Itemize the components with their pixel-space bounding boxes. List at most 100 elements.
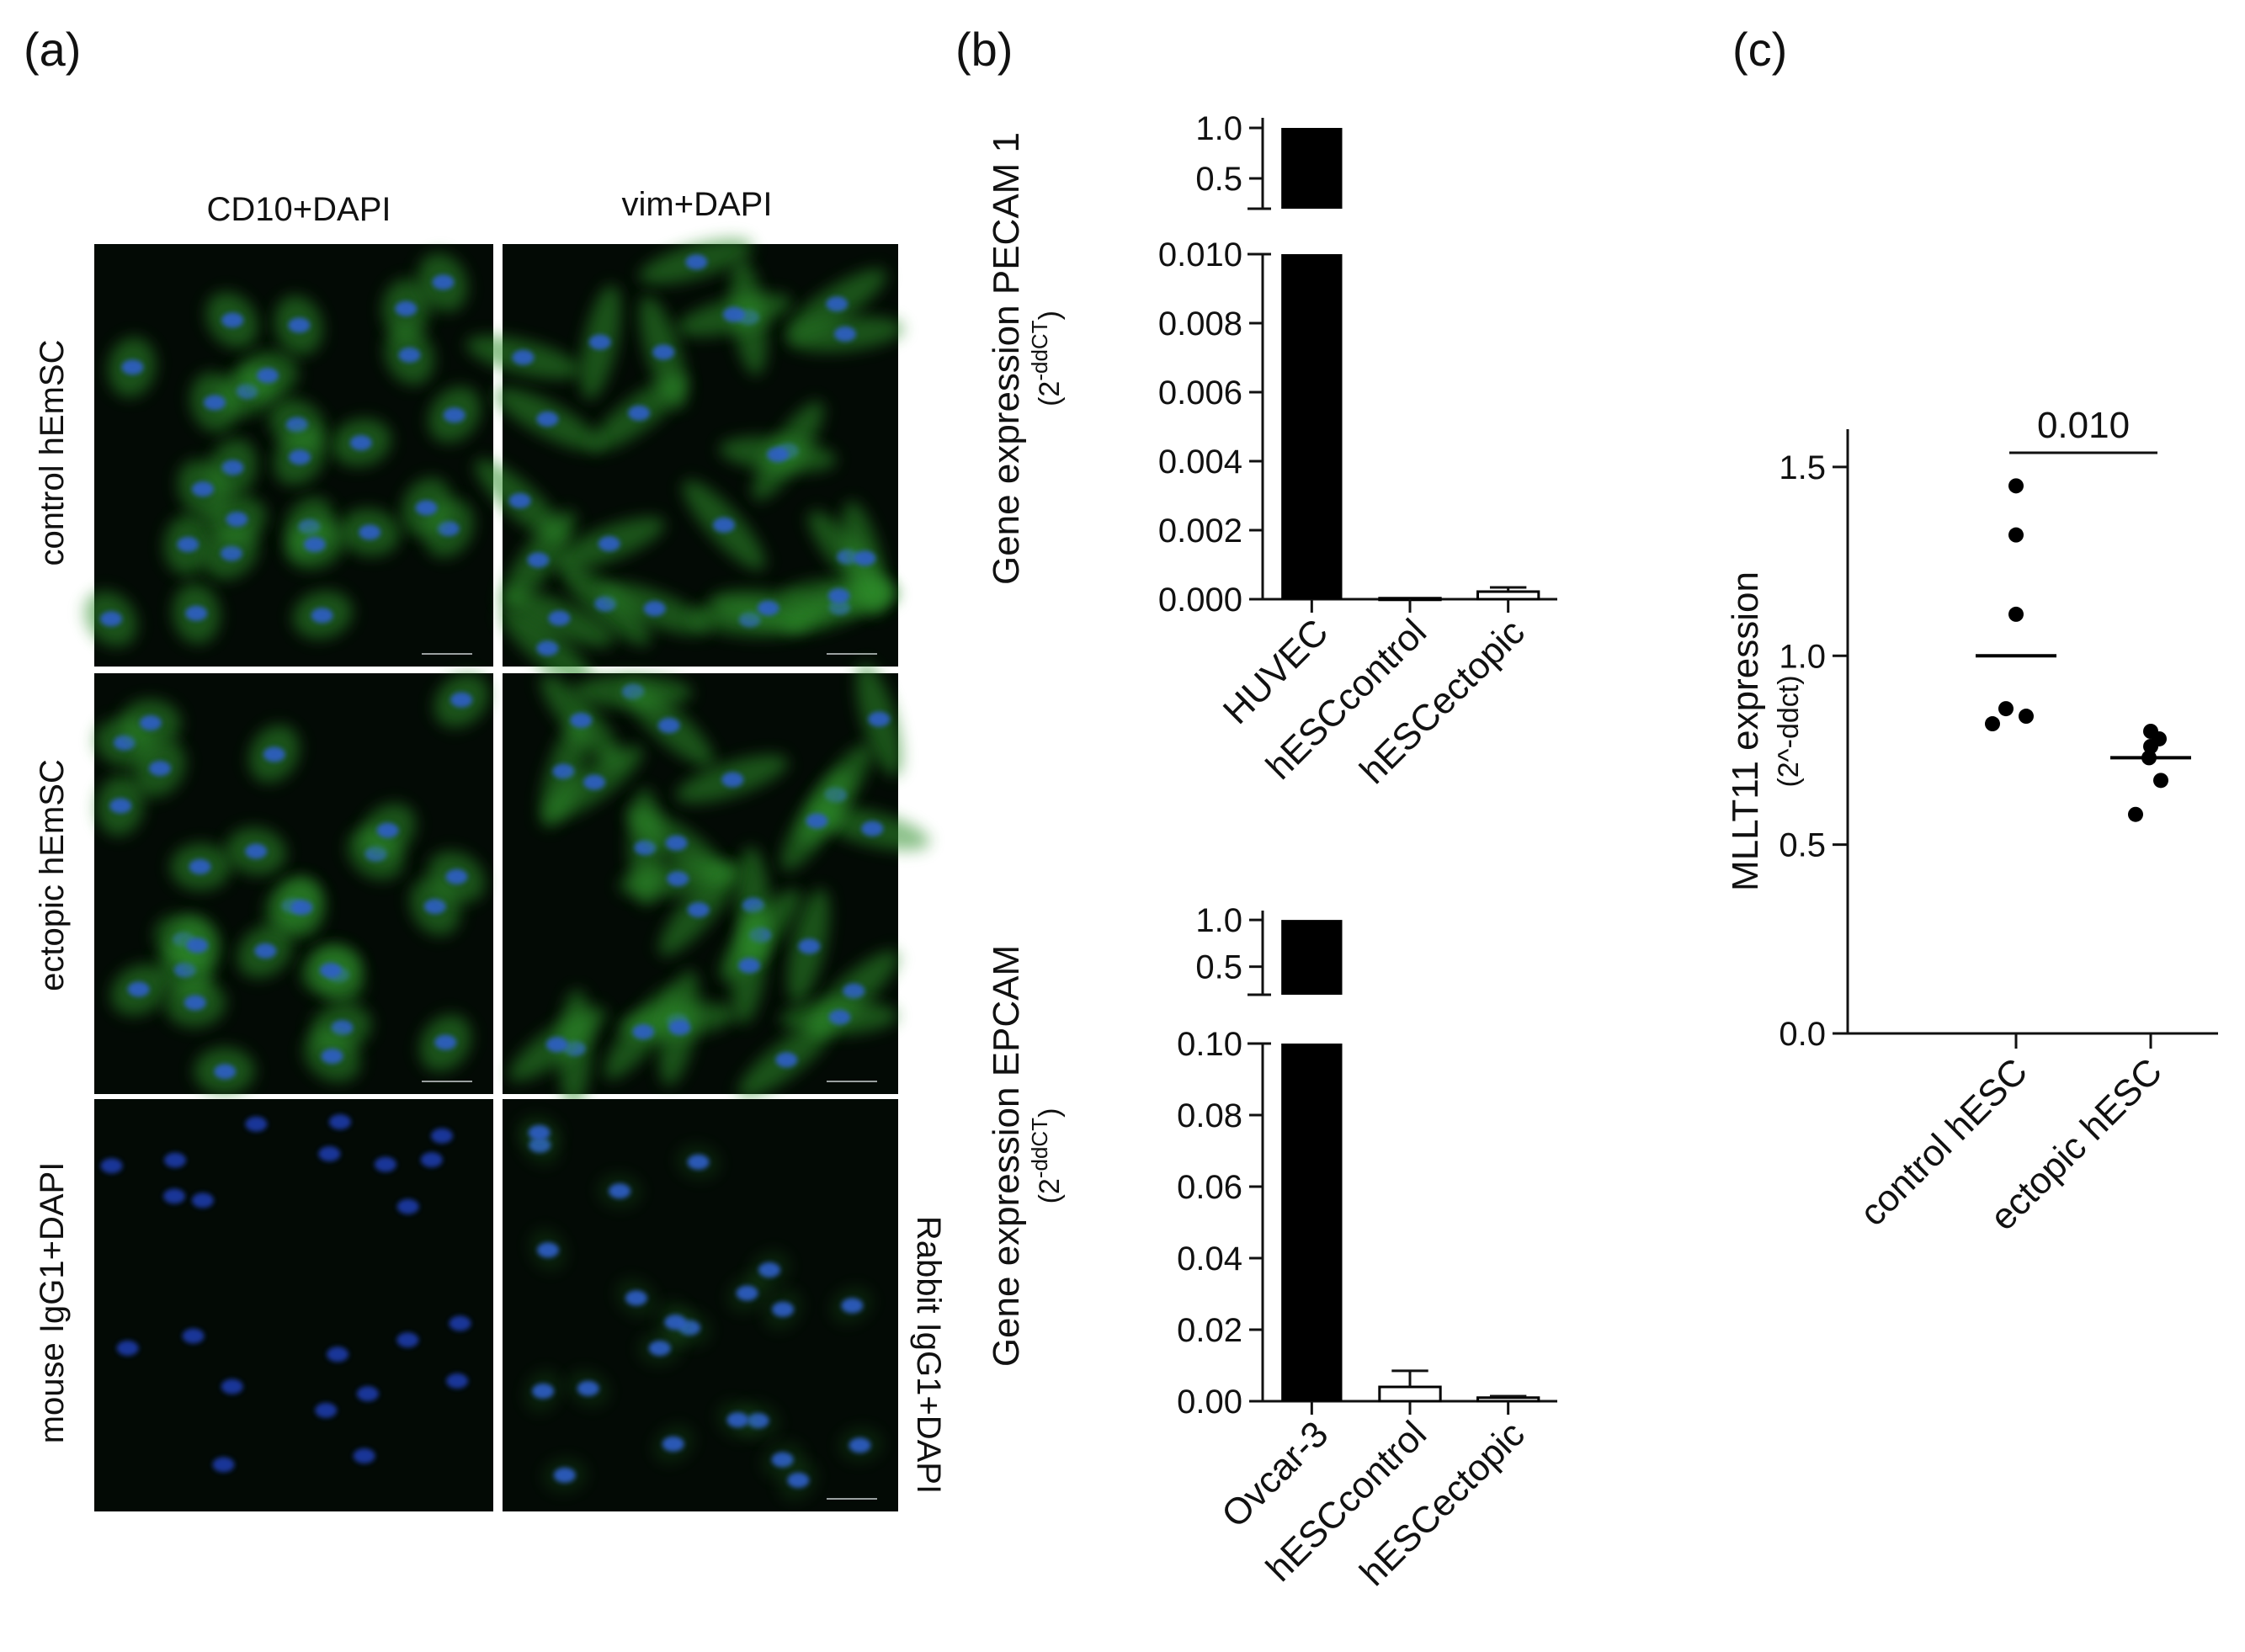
nucleus [738,958,761,974]
y-tick-label: 0.002 [1158,513,1242,550]
nucleus [303,536,326,552]
micrograph-r1-c2 [465,238,904,689]
nucleus [508,492,531,508]
nucleus [315,1402,338,1418]
nucleus [854,550,876,566]
nucleus [849,1437,871,1453]
y-axis-sublabel: (2-ddCT) [1027,1108,1066,1204]
y-axis-sublabel: (2-ddCT) [1027,311,1066,406]
micrograph-r1-c1 [84,244,493,667]
nucleus [570,712,593,728]
y-tick-label: 1.0 [1195,110,1242,147]
micrograph-background [94,1099,493,1511]
nucleus [767,447,790,463]
nucleus [396,1332,419,1348]
nucleus [109,798,132,814]
nucleus [609,1183,631,1199]
nucleus [667,871,689,887]
y-tick-label: 0.04 [1177,1240,1242,1278]
nucleus [398,347,421,363]
nucleus [736,1285,758,1301]
nucleus [652,344,675,360]
y-axis-label: MLLT11 expression [1725,571,1766,891]
nucleus [868,711,891,727]
nucleus [349,435,372,451]
nucleus [726,1412,749,1428]
y-tick-label: 1.5 [1779,449,1826,486]
row-label-ectopic: ectopic hEmSC [34,759,71,991]
nucleus [182,1328,205,1344]
nucleus [843,983,865,999]
nucleus [254,943,277,959]
nucleus [191,1193,214,1208]
nucleus [434,1034,457,1050]
nucleus [643,601,666,617]
nucleus [356,1386,379,1402]
nucleus [861,821,884,837]
nucleus [841,1298,864,1314]
chart-epcam: 0.000.020.040.060.080.100.51.0Ovcar-3hES… [986,902,1557,1594]
panel-a-label: (a) [24,23,81,76]
panel-a: (a) CD10+DAPI vim+DAPI control hEmSC ect… [24,23,947,1511]
y-tick-label: 0.5 [1195,949,1242,986]
micrograph-r2-c2 [503,662,930,1108]
y-tick-label: 0.008 [1158,305,1242,343]
nucleus [553,1467,576,1483]
nucleus [685,254,708,270]
nucleus [328,1114,351,1130]
nucleus [668,1020,691,1036]
nucleus [757,600,779,616]
nucleus [415,500,438,516]
nucleus [713,517,736,533]
y-axis-label: Gene expression PECAM 1 [986,132,1027,585]
nucleus [648,1341,671,1357]
nucleus [598,536,620,552]
y-tick-label: 1.0 [1195,902,1242,939]
data-point [2143,738,2158,754]
nucleus [420,1152,443,1168]
nucleus [449,1315,471,1331]
row-label-mouse-igg1: mouse IgG1+DAPI [34,1162,71,1444]
micrograph-r3-c2 [503,1099,898,1511]
nucleus [834,326,857,342]
nucleus [687,1154,710,1170]
nucleus [319,963,342,979]
y-tick-label: 0.004 [1158,444,1242,481]
nucleus [423,899,446,915]
bar-hESCectopic [1476,590,1540,601]
nucleus [577,1380,599,1396]
y-axis-label: Gene expression EPCAM [986,945,1027,1367]
data-point [1998,701,2014,717]
nucleus [532,1383,555,1399]
nucleus [828,1009,851,1025]
nucleus [583,774,606,790]
nucleus [374,1156,396,1172]
nucleus [443,407,465,423]
nucleus [285,417,308,433]
nucleus [775,1052,798,1068]
nucleus [100,611,123,627]
nucleus [290,900,313,916]
nucleus [527,552,550,568]
nucleus [353,1448,375,1464]
nucleus [226,511,248,527]
y-tick-label: 0.00 [1177,1384,1242,1421]
data-point [1985,716,2000,732]
nucleus [664,1315,687,1331]
nucleus [184,995,206,1011]
nucleus [657,718,680,734]
nucleus [536,640,559,656]
nucleus [214,1064,237,1080]
nucleus [722,306,745,322]
nucleus [204,395,226,411]
nucleus [536,411,559,427]
nucleus [662,1436,684,1452]
nucleus [220,545,242,561]
y-tick-label: 0.5 [1779,827,1826,864]
panel-b-label: (b) [955,23,1013,76]
micrograph-r3-c1 [94,1099,493,1511]
column-heading-cd10: CD10+DAPI [207,191,391,228]
nucleus [628,405,651,421]
data-point [2008,606,2024,622]
